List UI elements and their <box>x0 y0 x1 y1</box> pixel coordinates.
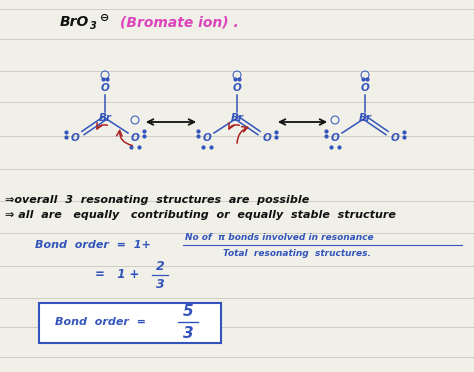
Text: O: O <box>361 83 369 93</box>
Text: Bond  order  =: Bond order = <box>55 317 146 327</box>
Text: =   1 +: = 1 + <box>95 269 139 282</box>
Text: O: O <box>391 133 400 143</box>
FancyBboxPatch shape <box>39 303 221 343</box>
Text: (Bromate ion) .: (Bromate ion) . <box>120 15 239 29</box>
Text: Br: Br <box>99 113 111 123</box>
Text: 5: 5 <box>182 305 193 320</box>
Text: ⊖: ⊖ <box>100 13 109 23</box>
Text: No of  π bonds involved in resonance: No of π bonds involved in resonance <box>185 234 374 243</box>
Text: O: O <box>330 133 339 143</box>
Text: O: O <box>71 133 80 143</box>
Text: ⇒overall  3  resonating  structures  are  possible: ⇒overall 3 resonating structures are pos… <box>5 195 309 205</box>
Text: Br: Br <box>230 113 244 123</box>
Text: 3: 3 <box>155 278 164 291</box>
Text: O: O <box>130 133 139 143</box>
Text: O: O <box>100 83 109 93</box>
Text: O: O <box>233 83 241 93</box>
Text: Br: Br <box>358 113 372 123</box>
Text: 2: 2 <box>155 260 164 273</box>
Text: Total  resonating  structures.: Total resonating structures. <box>223 250 371 259</box>
Text: 3: 3 <box>182 326 193 340</box>
Text: Bond  order  =  1+: Bond order = 1+ <box>35 240 151 250</box>
Text: O: O <box>263 133 272 143</box>
Text: O: O <box>202 133 211 143</box>
Text: 3: 3 <box>90 21 97 31</box>
Text: BrO: BrO <box>60 15 89 29</box>
Text: ⇒ all  are   equally   contributing  or  equally  stable  structure: ⇒ all are equally contributing or equall… <box>5 210 396 220</box>
